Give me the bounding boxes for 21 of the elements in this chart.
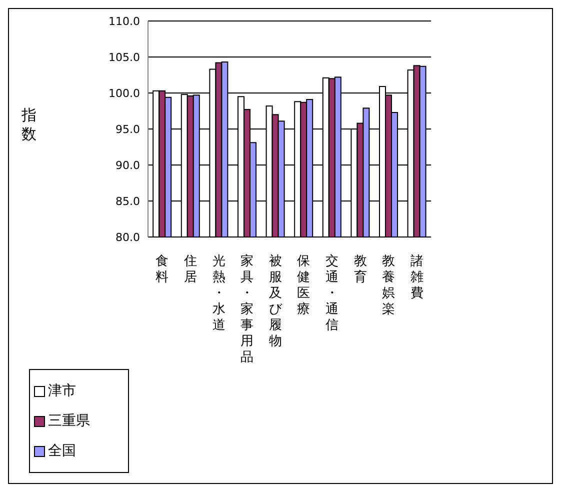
x-tick-label: 諸雑費 (410, 254, 424, 301)
x-tick-label: 教養娯楽 (382, 254, 396, 317)
legend-label: 全国 (48, 442, 76, 461)
y-tick-label: 100.0 (108, 86, 140, 100)
y-tick-label: 105.0 (108, 50, 140, 64)
x-tick-label: 食料 (156, 254, 169, 285)
legend-label: 津市 (48, 382, 76, 401)
y-tick-label: 85.0 (116, 194, 140, 208)
y-tick-label: 95.0 (116, 122, 140, 136)
legend-label: 三重県 (48, 412, 90, 431)
x-tick-label: 交通・通信 (325, 253, 338, 333)
x-tick-label: 光熱・水道 (212, 254, 226, 333)
x-tick-label: 被服及び履物 (268, 254, 283, 349)
y-tick-label: 90.0 (116, 158, 140, 172)
x-tick-label: 家具・家事用品 (240, 253, 254, 365)
x-tick-label: 教育 (354, 254, 367, 285)
x-tick-label: 保健医療 (297, 254, 310, 317)
x-tick-label: 住居 (182, 254, 197, 285)
y-tick-label: 80.0 (116, 230, 140, 244)
y-tick-label: 110.0 (108, 14, 140, 28)
y-axis-title: 指数 (20, 106, 36, 143)
